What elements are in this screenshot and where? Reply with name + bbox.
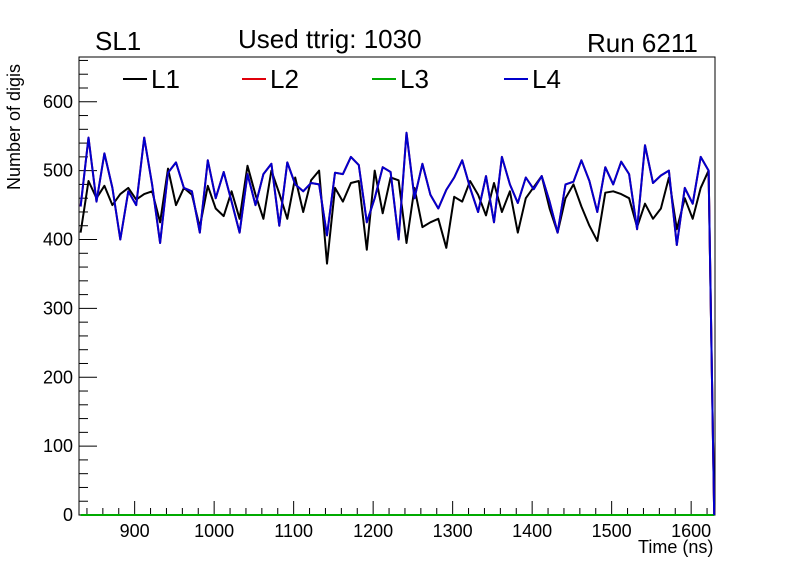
x-tick-label: 1200 — [353, 521, 393, 541]
y-tick-label: 0 — [63, 505, 73, 525]
x-tick-label: 1400 — [512, 521, 552, 541]
y-tick-label: 100 — [43, 436, 73, 456]
x-tick-label: 1100 — [274, 521, 313, 541]
y-tick-label: 300 — [43, 298, 73, 318]
x-tick-label: 1500 — [592, 521, 632, 541]
superlayer-label: SL1 — [95, 26, 142, 56]
legend-line-l1 — [123, 78, 147, 80]
legend-label-l3: L3 — [400, 64, 429, 94]
x-tick-label: 1300 — [433, 521, 473, 541]
legend-line-l2 — [242, 78, 266, 80]
x-tick-label: 1000 — [194, 521, 234, 541]
y-tick-label: 500 — [43, 161, 73, 181]
y-tick-label: 400 — [43, 230, 73, 250]
series-line-l1 — [79, 164, 716, 516]
series-group — [79, 131, 716, 516]
y-tick-label: 600 — [43, 92, 73, 112]
x-tick-label: 1600 — [671, 521, 711, 541]
legend-label-l1: L1 — [151, 64, 180, 94]
series-line-l4 — [79, 131, 716, 516]
legend-line-l4 — [504, 78, 528, 80]
y-axis-label: Number of digis — [4, 63, 24, 190]
y-tick-label: 200 — [43, 367, 73, 387]
frame — [78, 56, 716, 516]
run-label: Run 6211 — [587, 28, 698, 58]
chart-title: Used ttrig: 1030 — [238, 24, 422, 54]
x-axis: 900 1000 1100 1200 1300 1400 1500 1600 — [86, 501, 711, 541]
x-axis-label: Time (ns) — [638, 537, 714, 557]
y-axis: 0 100 200 300 400 500 600 — [43, 59, 97, 525]
series-line-l2 — [79, 131, 716, 516]
legend-label-l2: L2 — [270, 64, 299, 94]
x-tick-label: 900 — [120, 521, 150, 541]
legend-label-l4: L4 — [532, 64, 561, 94]
legend-line-l3 — [372, 78, 396, 80]
